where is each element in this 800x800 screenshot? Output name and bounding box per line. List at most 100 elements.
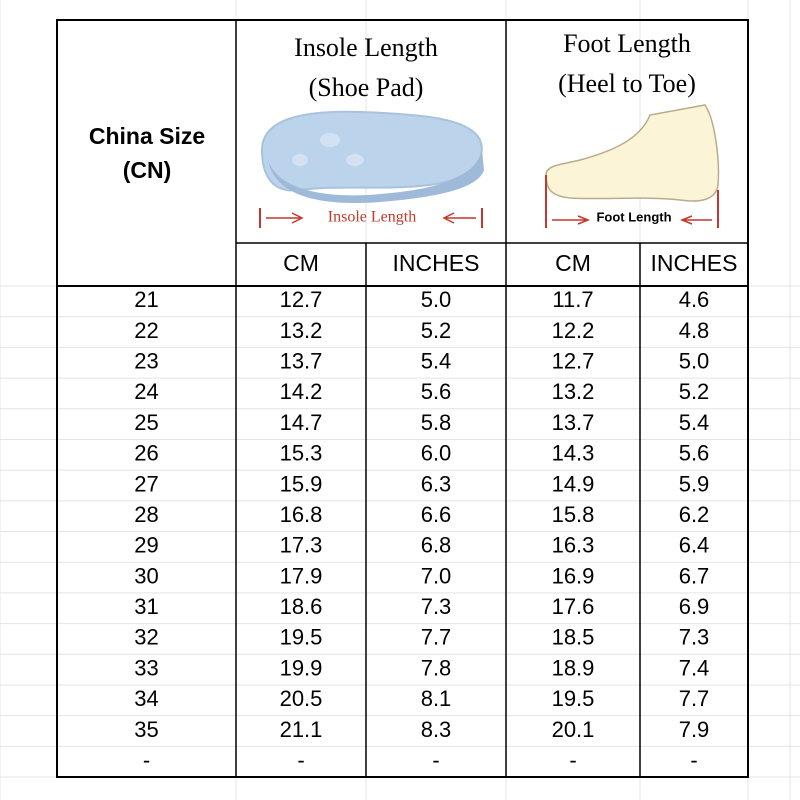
table-cell: 5.4 <box>679 410 710 435</box>
table-cell: 8.3 <box>421 717 452 742</box>
table-cell: 7.0 <box>421 563 452 588</box>
insole-dot <box>292 154 308 166</box>
table-cell: 28 <box>134 502 158 527</box>
table-cell: 4.8 <box>679 318 710 343</box>
table-cell: 7.7 <box>679 686 710 711</box>
table-cell: 7.9 <box>679 717 710 742</box>
table-cell: 15.3 <box>280 441 323 466</box>
insole-dot <box>346 154 364 166</box>
table-cell: 7.3 <box>421 594 452 619</box>
table-cell: 6.4 <box>679 533 710 558</box>
table-cell: 14.9 <box>552 471 595 496</box>
table-body: CM INCHES CM INCHES 21 12.7 5.0 11.7 4.6 22 13.2 5.… <box>134 250 737 772</box>
table-cell: 24 <box>134 379 158 404</box>
insole-shape <box>260 110 483 192</box>
table-cell: 14.7 <box>280 410 323 435</box>
table-cell: 21 <box>134 287 158 312</box>
table-cell: - <box>297 747 304 772</box>
table-cell: 22 <box>134 318 158 343</box>
header-text: Insole Length <box>294 33 438 62</box>
foot-shape <box>545 104 720 202</box>
table-cell: 12.7 <box>280 287 323 312</box>
table-cell: 12.7 <box>552 349 595 374</box>
table-cell: 30 <box>134 563 158 588</box>
table-border <box>56 19 749 778</box>
header-text: (Shoe Pad) <box>309 73 424 102</box>
table-lines <box>56 19 749 778</box>
table-cell: 35 <box>134 717 158 742</box>
table-cell: 16.3 <box>552 533 595 558</box>
table-cell: 13.2 <box>552 379 595 404</box>
table-cell: 29 <box>134 533 158 558</box>
table-cell: 6.3 <box>421 471 452 496</box>
table-cell: 26 <box>134 441 158 466</box>
foot-arrow <box>552 215 591 225</box>
table-cell: 7.4 <box>679 655 710 680</box>
table-cell: 6.9 <box>679 594 710 619</box>
table-cell: 21.1 <box>280 717 323 742</box>
header-text: (Heel to Toe) <box>558 69 696 98</box>
table-cell: 17.3 <box>280 533 323 558</box>
table-cell: 23 <box>134 349 158 374</box>
column-header: CM <box>555 250 591 276</box>
table-cell: 18.6 <box>280 594 323 619</box>
table-cell: 6.8 <box>421 533 452 558</box>
insole-arrow <box>442 212 476 224</box>
table-cell: 25 <box>134 410 158 435</box>
table-cell: 14.2 <box>280 379 323 404</box>
table-cell: 16.8 <box>280 502 323 527</box>
table-cell: 5.0 <box>421 287 452 312</box>
image-caption: Foot Length <box>596 209 671 224</box>
table-cell: - <box>569 747 576 772</box>
table-cell: 5.8 <box>421 410 452 435</box>
table-cell: 27 <box>134 471 158 496</box>
table-cell: 34 <box>134 686 158 711</box>
table-cell: 15.8 <box>552 502 595 527</box>
table-cell: 16.9 <box>552 563 595 588</box>
table-cell: - <box>432 747 439 772</box>
table-cell: 20.5 <box>280 686 323 711</box>
table-cell: 20.1 <box>552 717 595 742</box>
table-cell: 19.5 <box>552 686 595 711</box>
insole-image: Insole Length <box>259 110 484 228</box>
insole-arrow <box>266 212 304 224</box>
table-cell: 31 <box>134 594 158 619</box>
table-cell: 5.2 <box>421 318 452 343</box>
table-cell: 5.6 <box>679 441 710 466</box>
table-cell: 17.9 <box>280 563 323 588</box>
column-header: INCHES <box>393 250 480 276</box>
column-header: INCHES <box>651 250 738 276</box>
header-text: (CN) <box>123 157 172 183</box>
table-cell: - <box>690 747 697 772</box>
table-cell: 13.2 <box>280 318 323 343</box>
table-cell: 17.6 <box>552 594 595 619</box>
table-cell: 19.9 <box>280 655 323 680</box>
table-cell: 4.6 <box>679 287 710 312</box>
table-cell: - <box>143 747 150 772</box>
table-cell: 12.2 <box>552 318 595 343</box>
table-cell: 13.7 <box>280 349 323 374</box>
table-cell: 6.2 <box>679 502 710 527</box>
table-cell: 5.0 <box>679 349 710 374</box>
table-cell: 8.1 <box>421 686 452 711</box>
table-cell: 33 <box>134 655 158 680</box>
table-cell: 15.9 <box>280 471 323 496</box>
table-cell: 7.8 <box>421 655 452 680</box>
table-cell: 6.0 <box>421 441 452 466</box>
table-cell: 18.5 <box>552 625 595 650</box>
foot-image: Foot Length <box>545 104 720 228</box>
table-cell: 18.9 <box>552 655 595 680</box>
header-text: Foot Length <box>563 29 691 58</box>
table-cell: 6.7 <box>679 563 710 588</box>
table-cell: 14.3 <box>552 441 595 466</box>
table-cell: 5.4 <box>421 349 452 374</box>
table-cell: 5.9 <box>679 471 710 496</box>
foot-arrow <box>679 215 712 225</box>
table-cell: 6.6 <box>421 502 452 527</box>
table-cell: 5.6 <box>421 379 452 404</box>
table-cell: 7.7 <box>421 625 452 650</box>
column-header: CM <box>283 250 319 276</box>
table-cell: 5.2 <box>679 379 710 404</box>
table-cell: 13.7 <box>552 410 595 435</box>
